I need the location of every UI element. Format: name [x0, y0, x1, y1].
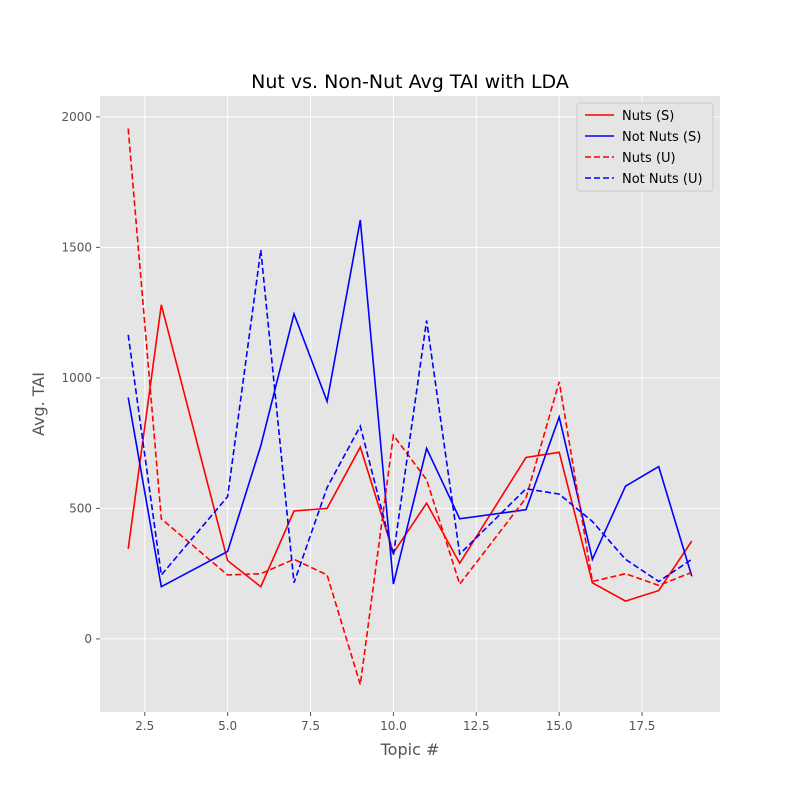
legend-label: Not Nuts (S) [622, 130, 701, 145]
series-line-1 [127, 219, 693, 588]
y-axis: 0 500 1000 1500 2000 [61, 110, 100, 646]
plot-area [100, 96, 720, 712]
y-axis-label: Avg. TAI [29, 372, 48, 436]
legend-label: Not Nuts (U) [622, 172, 703, 187]
legend-label: Nuts (U) [622, 151, 676, 166]
x-axis-label: Topic # [380, 740, 440, 759]
series-lines [127, 128, 693, 685]
x-tick-label: 2.5 [135, 719, 154, 733]
legend-box [576, 102, 714, 192]
legend: Nuts (S) Not Nuts (S) Nuts (U) Not Nuts (U) [576, 102, 714, 192]
x-tick-label: 5.0 [218, 719, 237, 733]
series-line-3 [127, 249, 693, 584]
x-tick-label: 12.5 [463, 719, 490, 733]
x-tick-label: 15.0 [546, 719, 573, 733]
x-tick-label: 10.0 [380, 719, 407, 733]
x-tick-label: 17.5 [629, 719, 656, 733]
y-tick-label: 1000 [61, 371, 92, 385]
series-line-2 [127, 128, 693, 685]
grid [100, 96, 720, 712]
x-tick-label: 7.5 [301, 719, 320, 733]
y-tick-label: 0 [84, 632, 92, 646]
chart-title: Nut vs. Non-Nut Avg TAI with LDA [251, 71, 569, 93]
y-tick-label: 1500 [61, 240, 92, 254]
y-tick-label: 500 [69, 501, 92, 515]
legend-label: Nuts (S) [622, 109, 674, 124]
y-tick-label: 2000 [61, 110, 92, 124]
x-axis: 2.5 5.0 7.5 10.0 12.5 15.0 17.5 [135, 712, 655, 733]
